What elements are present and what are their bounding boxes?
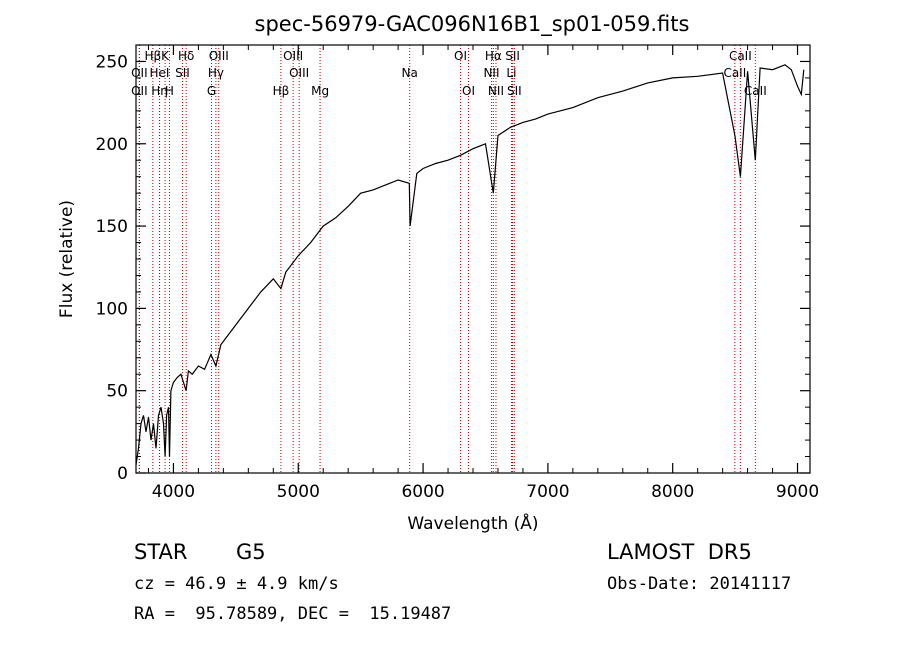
- line-label-4: HeI: [149, 66, 169, 80]
- line-label-27: CaII: [744, 84, 767, 98]
- line-label-21: NII: [488, 84, 504, 98]
- y-axis: 0 50 100 150 200 250: [96, 44, 810, 484]
- line-label-3: Hη: [151, 84, 168, 98]
- line-label-10: Hγ: [208, 66, 224, 80]
- line-label-20: NII: [483, 66, 499, 80]
- object-subclass: G5: [236, 540, 266, 564]
- line-label-14: OIII: [289, 66, 309, 80]
- line-label-11: G: [207, 84, 216, 98]
- line-label-24: SII: [507, 84, 522, 98]
- x-tick-label-4: 8000: [651, 482, 694, 502]
- spectrum-series-line: [135, 64, 805, 465]
- line-label-22: SII: [505, 49, 520, 63]
- line-label-6: H: [165, 84, 174, 98]
- object-class: STAR: [134, 540, 187, 564]
- line-label-15: Mg: [311, 84, 329, 98]
- line-label-13: OIII: [283, 49, 303, 63]
- plot-frame: [135, 44, 811, 474]
- x-tick-label-5: 9000: [776, 482, 819, 502]
- line-label-25: CaII: [729, 49, 752, 63]
- x-axis-title: Wavelength (Å): [407, 512, 538, 534]
- redshift-label: cz = 46.9 ± 4.9 km/s: [134, 574, 339, 594]
- line-label-23: Li: [506, 66, 516, 80]
- line-label-12: Hβ: [273, 84, 290, 98]
- spectral-line-markers: [138, 45, 756, 473]
- x-axis: 4000 5000 6000 7000 8000 9000: [147, 45, 819, 502]
- y-tick-label-1: 50: [106, 382, 128, 402]
- y-tick-label-2: 100: [96, 299, 128, 319]
- survey-label: LAMOST DR5: [607, 540, 752, 564]
- line-label-26: CaII: [723, 66, 746, 80]
- line-label-19: Hα: [485, 49, 502, 63]
- y-tick-label-3: 150: [96, 217, 128, 237]
- line-label-1: OII: [131, 66, 148, 80]
- line-label-9: OIII: [209, 49, 229, 63]
- line-label-8: SII: [175, 66, 190, 80]
- y-axis-title: Flux (relative): [57, 200, 77, 318]
- object-class-label: STAR: [134, 540, 188, 564]
- coordinates-label: RA = 95.78589, DEC = 15.19487: [134, 604, 452, 624]
- line-label-2: OII: [131, 84, 148, 98]
- object-subclass-label: G5: [236, 540, 266, 564]
- x-tick-label-3: 7000: [526, 482, 569, 502]
- x-tick-label-2: 6000: [401, 482, 444, 502]
- y-tick-label-4: 200: [96, 135, 128, 155]
- line-label-7: Hδ: [178, 49, 194, 63]
- y-tick-label-0: 0: [117, 464, 128, 484]
- x-tick-label-0: 4000: [152, 482, 195, 502]
- line-label-18: OI: [462, 84, 475, 98]
- line-label-17: OI: [454, 49, 467, 63]
- y-tick-label-5: 250: [96, 52, 128, 72]
- obs-date-label: Obs-Date: 20141117: [607, 574, 792, 594]
- line-label-16: Na: [402, 66, 418, 80]
- chart-title: spec-56979-GAC096N16B1_sp01-059.fits: [255, 12, 690, 37]
- line-label-0: Hβ: [145, 49, 162, 63]
- x-tick-label-1: 5000: [277, 482, 320, 502]
- line-label-5: K: [161, 49, 170, 63]
